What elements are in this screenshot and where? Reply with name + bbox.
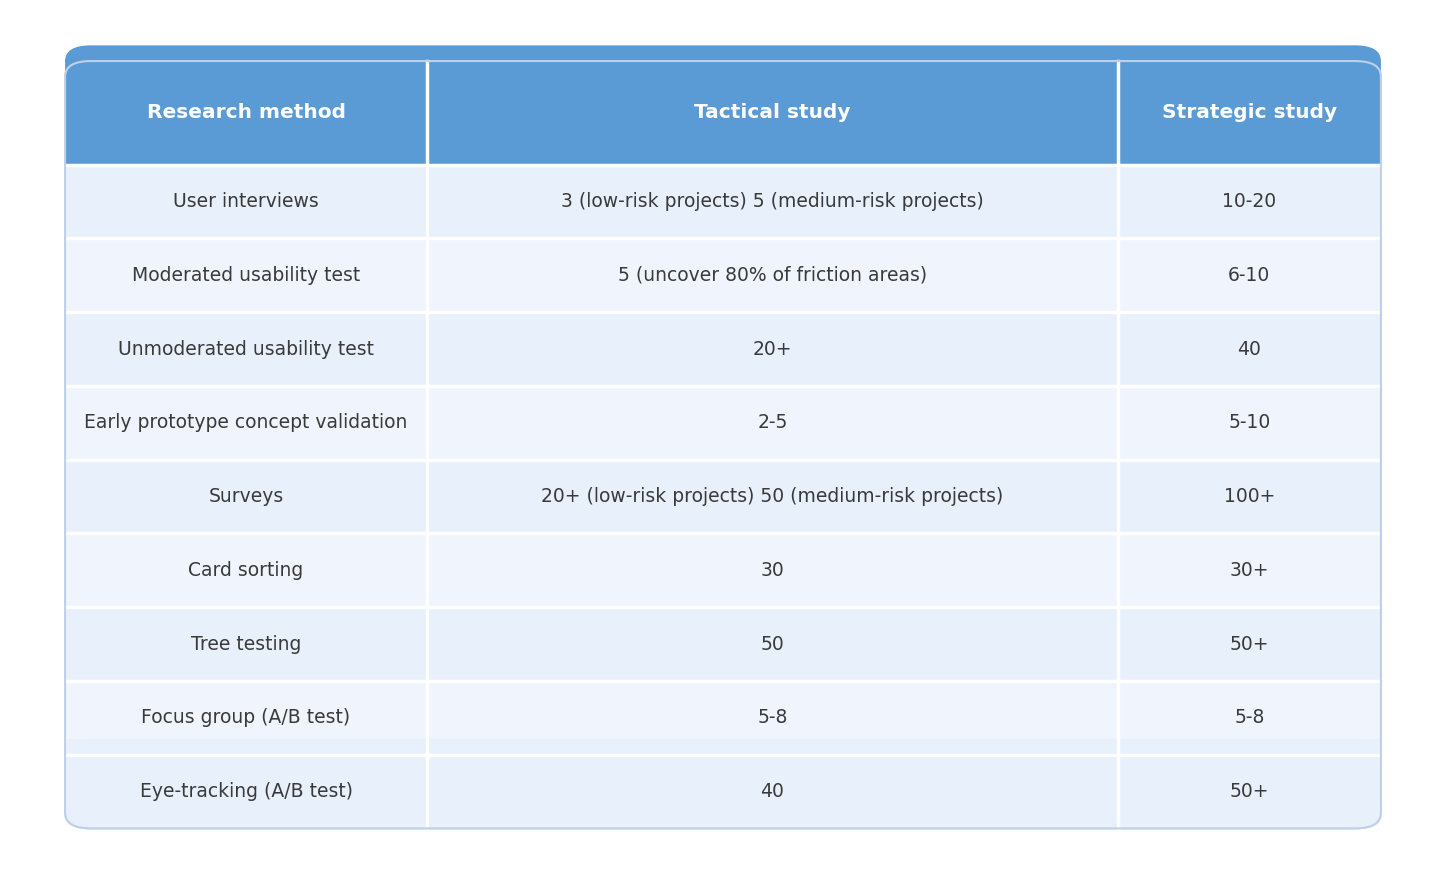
FancyBboxPatch shape: [65, 149, 1381, 165]
FancyBboxPatch shape: [65, 165, 1381, 238]
Text: 5-10: 5-10: [1228, 413, 1271, 433]
FancyBboxPatch shape: [65, 739, 1381, 828]
FancyBboxPatch shape: [65, 534, 1381, 607]
Text: Card sorting: Card sorting: [188, 561, 304, 580]
Text: 3 (low-risk projects) 5 (medium-risk projects): 3 (low-risk projects) 5 (medium-risk pro…: [561, 192, 983, 211]
Text: 6-10: 6-10: [1228, 266, 1271, 285]
Text: 40: 40: [1238, 339, 1261, 358]
FancyBboxPatch shape: [65, 739, 1381, 754]
Text: Tree testing: Tree testing: [191, 635, 301, 653]
Text: Focus group (A/B test): Focus group (A/B test): [142, 708, 350, 727]
Text: Eye-tracking (A/B test): Eye-tracking (A/B test): [139, 782, 353, 801]
Text: 20+: 20+: [752, 339, 792, 358]
Text: User interviews: User interviews: [174, 192, 320, 211]
Text: 5 (uncover 80% of friction areas): 5 (uncover 80% of friction areas): [617, 266, 927, 285]
Text: Moderated usability test: Moderated usability test: [132, 266, 360, 285]
FancyBboxPatch shape: [65, 681, 1381, 754]
Text: 5-8: 5-8: [1233, 708, 1265, 727]
FancyBboxPatch shape: [65, 312, 1381, 386]
Text: Tactical study: Tactical study: [694, 104, 850, 122]
Text: 50: 50: [761, 635, 784, 653]
Text: 20+ (low-risk projects) 50 (medium-risk projects): 20+ (low-risk projects) 50 (medium-risk …: [541, 487, 1004, 506]
Text: 40: 40: [761, 782, 784, 801]
Text: 2-5: 2-5: [758, 413, 788, 433]
Text: Early prototype concept validation: Early prototype concept validation: [84, 413, 408, 433]
FancyBboxPatch shape: [65, 61, 1381, 828]
FancyBboxPatch shape: [65, 386, 1381, 460]
Text: 50+: 50+: [1229, 635, 1270, 653]
Text: 30: 30: [761, 561, 784, 580]
FancyBboxPatch shape: [65, 460, 1381, 534]
Text: Unmoderated usability test: Unmoderated usability test: [119, 339, 375, 358]
Text: Strategic study: Strategic study: [1161, 104, 1338, 122]
Text: 5-8: 5-8: [758, 708, 788, 727]
Text: 30+: 30+: [1229, 561, 1270, 580]
FancyBboxPatch shape: [65, 45, 1381, 165]
Text: Research method: Research method: [146, 104, 346, 122]
Text: 100+: 100+: [1223, 487, 1275, 506]
FancyBboxPatch shape: [65, 238, 1381, 312]
Text: 50+: 50+: [1229, 782, 1270, 801]
Text: 10-20: 10-20: [1222, 192, 1277, 211]
FancyBboxPatch shape: [65, 607, 1381, 681]
Text: Surveys: Surveys: [208, 487, 283, 506]
